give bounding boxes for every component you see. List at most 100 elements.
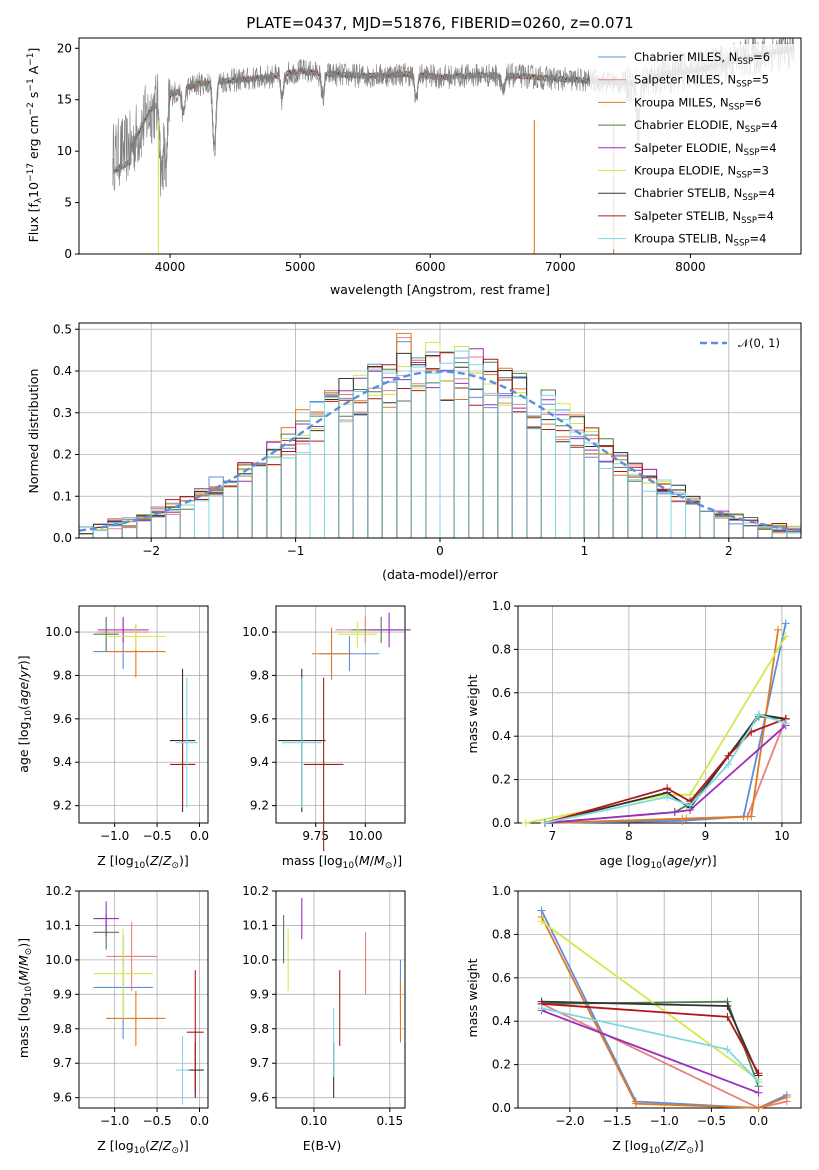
legend-label-main: Chabrier ELODIE, N: [634, 118, 745, 132]
y-tick-label: 0.2: [53, 448, 72, 462]
weight-point-marker: [521, 819, 530, 827]
y-tick-label: 0.4: [492, 729, 511, 743]
y-tick-label: 10.0: [242, 953, 269, 967]
x-tick-label: −2.0: [555, 1114, 584, 1128]
legend-label-main: Kroupa STELIB, N: [634, 232, 734, 246]
x-tick-label: 5000: [285, 260, 316, 274]
legend-entry-label: Chabrier ELODIE, NSSP=4: [634, 118, 778, 135]
y-tick-label: 9.7: [250, 1056, 269, 1070]
legend-label-tail: =4: [758, 186, 775, 200]
x-tick-label: −1: [287, 544, 305, 558]
axes: 0.10 0.15 9.6 9.7 9.8 9.9 10.0 10.1 10.2: [242, 884, 405, 1128]
axes-frame: [275, 890, 406, 1109]
y-tick-label: 10.0: [45, 953, 72, 967]
legend-label-tail: =5: [752, 73, 769, 87]
weight-point-marker: [754, 1104, 763, 1112]
axes: −1.0 −0.5 0.0 9.2 9.4 9.6 9.8 10.0: [45, 606, 209, 843]
x-axis-label: Z [log10(Z/Z⊙)]: [97, 853, 189, 871]
x-axis-label: E(B-V): [303, 1138, 342, 1153]
axes-frame: [275, 605, 406, 824]
legend-label-main: Kroupa ELODIE, N: [634, 164, 736, 178]
x-axis-label: Z [log10(Z/Z⊙)]: [612, 1138, 704, 1156]
legend-label-sub: SSP: [736, 171, 752, 181]
weight-series-line: [540, 910, 788, 1109]
age-vs-mass-panel: 9.75 10.00 9.2 9.4 9.6 9.8 10.0 mass [log10(M/…: [242, 605, 411, 871]
x-tick-label: −1.0: [650, 1114, 679, 1128]
y-tick-label: 9.2: [53, 799, 72, 813]
y-tick-label: 0.4: [492, 1014, 511, 1028]
legend-label-sub: SSP: [745, 125, 761, 135]
y-tick-label: 1.0: [492, 599, 511, 613]
legend-label-main: Salpeter MILES, N: [634, 73, 736, 87]
weight-series-line: [544, 713, 786, 824]
chart-title: PLATE=0437, MJD=51876, FIBERID=0260, z=0…: [246, 14, 633, 32]
weight-point-marker: [723, 1012, 732, 1021]
x-tick-label: 0.0: [190, 1114, 209, 1128]
legend-entry-label: 𝒩(0, 1): [738, 336, 780, 350]
x-tick-label: 10.00: [348, 829, 382, 843]
x-tick-label: 10: [774, 829, 789, 843]
y-tick-label: 0.0: [492, 816, 511, 830]
y-tick-label: 9.4: [250, 755, 269, 769]
series-lines: [521, 619, 790, 827]
y-tick-label: 0.6: [492, 686, 511, 700]
y-tick-label: 0.8: [492, 642, 511, 656]
x-tick-label: 0.10: [301, 1114, 328, 1128]
weight-point-marker: [724, 760, 733, 769]
y-axis-label: Flux [fλ10−17 erg cm−2 s−1 A−1]: [26, 48, 44, 243]
x-axis-label: (data-model)/error: [382, 567, 499, 582]
y-tick-label: 10.2: [242, 884, 269, 898]
legend-label-sub: SSP: [741, 216, 757, 226]
y-tick-label: 0.8: [492, 927, 511, 941]
weight-point-marker: [631, 1099, 640, 1108]
mass-vs-extinction-panel: 0.10 0.15 9.6 9.7 9.8 9.9 10.0 10.1 10.2 E(B-V): [242, 884, 406, 1153]
y-tick-label: 9.8: [53, 1022, 72, 1036]
legend-box: [590, 44, 796, 249]
weight-point-marker: [670, 808, 679, 817]
weight-vs-metallicity-panel: −2.0 −1.5 −1.0 −0.5 0.0 0.0 0.2 0.4 0.6 0.8 1.0 Z …: [465, 884, 802, 1156]
y-axis-label: age [log10(age/yr)]: [16, 655, 34, 772]
x-tick-label: 6000: [415, 260, 446, 274]
x-axis-label: Z [log10(Z/Z⊙)]: [97, 1138, 189, 1156]
y-tick-label: 9.7: [53, 1056, 72, 1070]
y-axis-label: mass weight: [465, 958, 480, 1037]
legend-label-sub: SSP: [742, 193, 758, 203]
weight-point-marker: [540, 819, 549, 827]
legend-label-sub: SSP: [744, 148, 760, 158]
axes-frame: [78, 37, 802, 255]
legend-entry-label: Salpeter MILES, NSSP=5: [634, 73, 769, 90]
legend-label-tail: =6: [753, 50, 770, 64]
y-tick-label: 0.4: [53, 364, 72, 378]
weight-vs-age-panel: 7 8 9 10 0.0 0.2 0.4 0.6 0.8 1.0 age [log10(age/y…: [465, 599, 802, 871]
y-tick-label: 9.6: [250, 712, 269, 726]
weight-point-marker: [754, 710, 763, 719]
weight-point-marker: [537, 1004, 546, 1013]
x-tick-label: 0.0: [190, 829, 209, 843]
y-tick-label: 1.0: [492, 884, 511, 898]
weight-point-marker: [774, 625, 783, 634]
x-tick-label: 2: [725, 544, 733, 558]
points: [283, 897, 401, 1098]
y-tick-label: 9.4: [53, 755, 72, 769]
legend-label-main: Salpeter STELIB, N: [634, 209, 741, 223]
histogram-series: [78, 332, 802, 538]
legend-entry-label: Kroupa ELODIE, NSSP=3: [634, 164, 769, 181]
x-tick-label: 8: [625, 829, 633, 843]
weight-point-marker: [723, 1045, 732, 1054]
x-tick-label: 9.75: [302, 829, 329, 843]
weight-point-marker: [781, 719, 790, 728]
x-tick-label: 7000: [545, 260, 576, 274]
axes-frame: [517, 890, 802, 1109]
weight-point-marker: [663, 784, 672, 793]
axes-frame: [517, 605, 802, 824]
legend-entry-label: Kroupa STELIB, NSSP=4: [634, 232, 766, 249]
legend-label-sub: SSP: [737, 57, 753, 67]
y-tick-label: 10: [57, 144, 72, 158]
legend-entry-label: Salpeter ELODIE, NSSP=4: [634, 141, 777, 158]
weight-series-line: [541, 920, 760, 1081]
weight-series-line: [544, 724, 787, 824]
legend-label-main: Chabrier STELIB, N: [634, 186, 742, 200]
y-tick-label: 10.1: [45, 918, 72, 932]
legend-label-tail: =4: [749, 232, 766, 246]
